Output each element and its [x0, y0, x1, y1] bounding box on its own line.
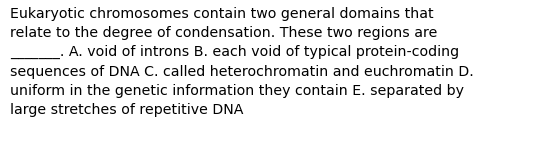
- Text: _______. A. void of introns B. each void of typical protein-coding: _______. A. void of introns B. each void…: [10, 45, 459, 59]
- Text: relate to the degree of condensation. These two regions are: relate to the degree of condensation. Th…: [10, 26, 437, 40]
- Text: large stretches of repetitive DNA: large stretches of repetitive DNA: [10, 103, 243, 117]
- Text: Eukaryotic chromosomes contain two general domains that: Eukaryotic chromosomes contain two gener…: [10, 7, 434, 21]
- Text: uniform in the genetic information they contain E. separated by: uniform in the genetic information they …: [10, 84, 464, 98]
- Text: sequences of DNA C. called heterochromatin and euchromatin D.: sequences of DNA C. called heterochromat…: [10, 65, 474, 79]
